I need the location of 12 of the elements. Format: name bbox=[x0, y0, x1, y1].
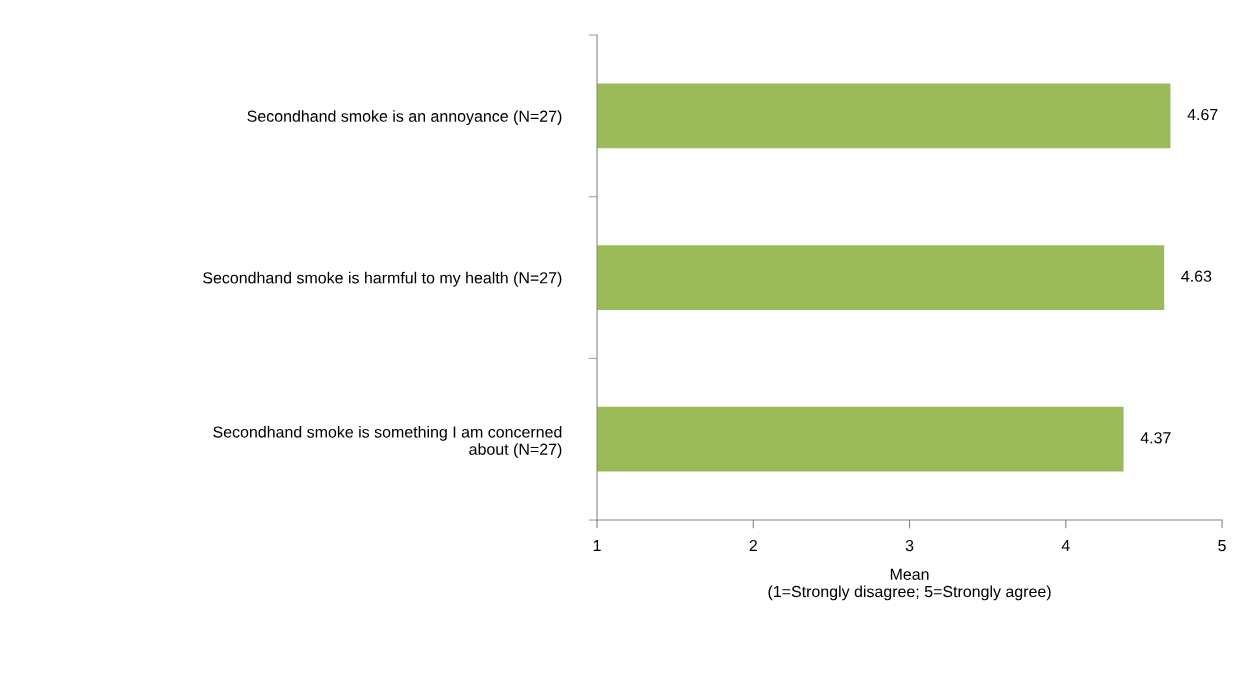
y-tick-label: Secondhand smoke is harmful to my health (N=27) bbox=[203, 271, 562, 287]
y-tick-label: Secondhand smoke is something I am concerned about (N=27) bbox=[213, 425, 562, 459]
data-label: 4.63 bbox=[1181, 270, 1212, 282]
x-tick-label: 3 bbox=[905, 539, 914, 552]
x-tick-label: 5 bbox=[1218, 540, 1226, 552]
x-tick-label: 1 bbox=[593, 540, 601, 552]
y-tick-label: Secondhand smoke is an annoyance (N=27) bbox=[247, 110, 562, 126]
x-tick-label: 4 bbox=[1061, 540, 1070, 552]
x-tick-label: 2 bbox=[749, 539, 757, 552]
data-label: 4.67 bbox=[1187, 108, 1218, 121]
x-axis-title: Mean (1=Strongly disagree; 5=Strongly agree) bbox=[768, 568, 1051, 601]
data-label: 4.37 bbox=[1140, 432, 1171, 444]
